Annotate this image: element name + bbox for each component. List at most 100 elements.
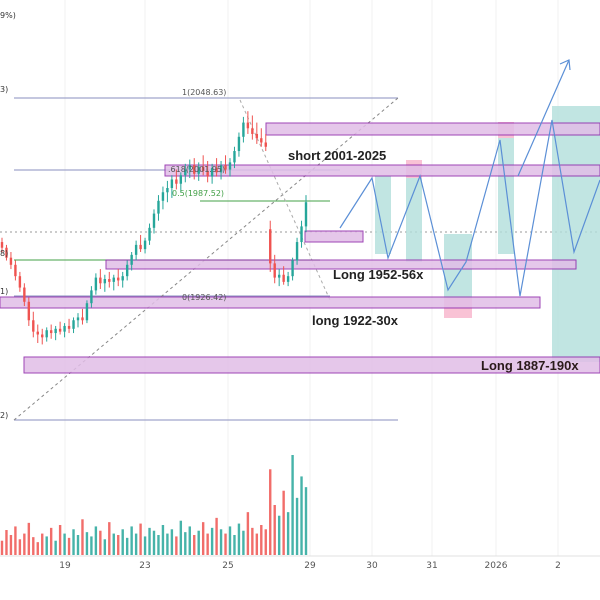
volume-bar [242,530,245,555]
volume-bar [63,533,66,555]
volume-bar [152,530,156,555]
candle-body [179,175,183,184]
volume-bar [215,517,218,555]
candle-body [291,260,294,277]
candle-body [148,227,151,241]
candle-body [161,192,165,201]
candle-body [58,328,62,332]
tp-zone [406,178,422,262]
volume-bar [286,512,290,555]
fib-label-05: 0.5(1987.52) [172,189,224,198]
candle-body [193,165,196,174]
edge-label: 2) [0,411,8,420]
candle-body [41,334,44,338]
candle-body [14,264,17,277]
projection-zones [375,106,600,362]
short-zone [265,122,600,136]
edge-label: 9%) [0,11,16,20]
candle-body [175,179,178,184]
candle-body [295,242,299,261]
tp-zone [498,138,514,254]
volume-bar [36,542,39,555]
candle-body [260,138,263,143]
candle-body [99,277,102,284]
fib-label-0: 0(1926.42) [182,293,226,302]
volume-bar [206,533,209,555]
edge-label: 1) [0,287,8,296]
volume-bar [277,515,281,555]
short-zone-2 [164,164,600,177]
candle-body [18,276,22,288]
candle-body [166,188,169,193]
candle-body [117,277,120,281]
candle-body [134,244,138,255]
candle-body [237,136,241,152]
candle-body [210,168,214,177]
volume-bar [94,526,98,555]
candle-body [224,165,227,170]
volume-bar [27,522,31,555]
volume-bar [85,532,89,555]
background-grid [64,0,559,556]
candle-body [251,128,254,134]
volume-bar [304,487,308,555]
volume-bar [130,526,133,555]
volume-bar [170,529,174,555]
volume-bar [9,535,13,555]
volume-bar [161,525,165,555]
candle-body [206,170,209,177]
volume-bar [188,526,191,555]
annotation-long-1922: long 1922-30x [312,313,399,328]
candle-body [9,257,13,265]
candle-body [286,276,290,282]
entry-zones [0,122,600,374]
candle-body [103,279,107,284]
projection-line [339,119,600,297]
candle-body [300,226,303,243]
candle-body [157,200,160,214]
candle-body [242,122,245,137]
volume-bars [0,455,308,555]
x-axis: 19 23 25 29 30 31 2026 2 [59,561,561,571]
candle-body [215,168,218,173]
volume-bar [81,519,84,555]
candle-body [36,331,39,335]
volume-bar [72,529,75,555]
candle-body [139,244,142,250]
x-tick-label: 25 [222,561,233,571]
volume-bar [143,536,147,555]
candle-body [121,276,124,281]
volume-bar [117,535,120,555]
volume-bar [246,512,250,555]
volume-bar [90,536,93,555]
volume-bar [32,537,35,555]
x-tick-label: 31 [426,561,437,571]
candle-body [197,166,200,174]
edge-label: 3) [0,85,8,94]
candle-body [49,330,53,334]
candle-body [277,274,281,278]
fib-label-618: .618(2001.95) [168,165,225,174]
volume-bar [264,529,267,555]
volume-bar [5,530,8,555]
volume-bar [139,523,142,555]
x-tick-label: 29 [304,561,316,571]
volume-bar [237,523,241,555]
volume-bar [0,540,4,555]
edge-label: 8) [0,249,8,258]
candle-body [112,277,115,282]
volume-bar [184,532,187,555]
volume-bar [233,535,236,555]
volume-bar [300,476,303,555]
x-tick-label: 30 [366,561,378,571]
candle-body [264,142,267,147]
candle-body [67,325,71,329]
volume-bar [224,533,227,555]
volume-bar [197,530,200,555]
volume-bar [251,527,254,555]
volume-bar [157,535,160,555]
candle-body [27,301,31,321]
candle-body [125,264,129,277]
long-zone-1887 [23,356,600,374]
